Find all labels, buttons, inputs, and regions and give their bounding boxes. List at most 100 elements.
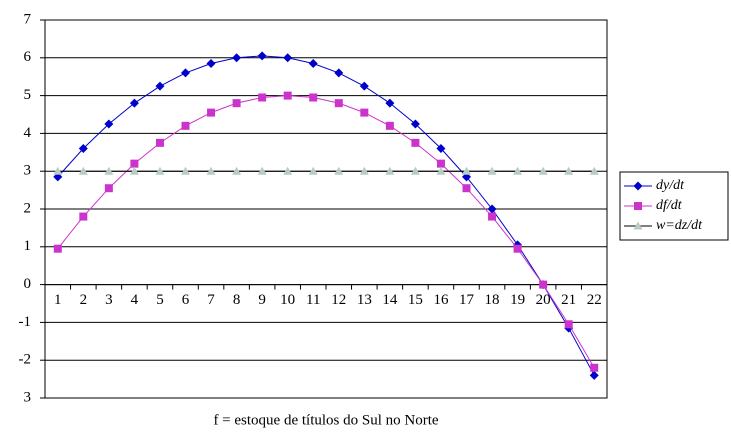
- y-tick-label: 6: [24, 49, 32, 65]
- y-tick-label: 7: [24, 11, 32, 27]
- x-tick-label: 22: [587, 292, 602, 308]
- y-tick-label: -2: [19, 352, 32, 368]
- x-tick-label: 4: [131, 292, 139, 308]
- plot-frame: [44, 19, 608, 399]
- data-point: [513, 244, 522, 253]
- legend-label: dy/dt: [656, 178, 685, 193]
- data-point: [283, 53, 293, 63]
- y-tick-label: -1: [19, 314, 32, 330]
- legend-marker: [633, 181, 643, 191]
- data-point: [308, 166, 318, 175]
- data-point: [487, 166, 497, 175]
- data-point: [385, 121, 394, 130]
- data-point: [590, 363, 599, 372]
- data-point: [104, 119, 114, 129]
- x-tick-label: 12: [331, 292, 346, 308]
- data-point: [155, 81, 165, 91]
- data-point: [564, 166, 574, 175]
- y-tick-label: 5: [24, 87, 32, 103]
- x-tick-label: 13: [357, 292, 372, 308]
- x-tick-label: 6: [182, 292, 190, 308]
- data-point: [410, 119, 420, 129]
- data-point: [488, 212, 497, 221]
- x-tick-label: 2: [80, 292, 88, 308]
- legend-label: df/dt: [656, 198, 683, 213]
- data-point: [334, 99, 343, 108]
- data-point: [359, 81, 369, 91]
- x-tick-label: 1: [54, 292, 62, 308]
- x-tick-label: 8: [233, 292, 241, 308]
- x-axis-label: f = estoque de títulos do Sul no Norte: [213, 412, 438, 428]
- data-point: [104, 166, 114, 175]
- data-point: [206, 58, 216, 68]
- data-point: [564, 320, 573, 329]
- x-tick-label: 14: [382, 292, 398, 308]
- data-point: [206, 166, 216, 175]
- data-point: [283, 91, 292, 100]
- data-point: [538, 166, 548, 175]
- y-tick-label: 3: [24, 163, 32, 179]
- x-tick-label: 18: [485, 292, 500, 308]
- x-tick-label: 21: [561, 292, 576, 308]
- data-point: [487, 204, 497, 214]
- x-tick-label: 5: [156, 292, 164, 308]
- data-point: [129, 166, 139, 175]
- data-point: [129, 98, 139, 108]
- series-line: [57, 95, 595, 369]
- data-point: [283, 166, 293, 175]
- x-tick-label: 3: [105, 292, 113, 308]
- data-point: [155, 138, 164, 147]
- data-point: [104, 184, 113, 193]
- data-point: [436, 159, 445, 168]
- data-point: [78, 144, 88, 154]
- data-point: [257, 51, 267, 61]
- y-tick-label: 4: [24, 125, 32, 141]
- x-tick-label: 10: [280, 292, 295, 308]
- data-point: [155, 166, 165, 175]
- data-point: [462, 184, 471, 193]
- x-tick-label: 20: [536, 292, 551, 308]
- y-tick-label: 2: [24, 200, 32, 216]
- data-point: [232, 99, 241, 108]
- x-tick-label: 15: [408, 292, 423, 308]
- data-point: [207, 108, 216, 117]
- data-point: [334, 166, 344, 175]
- x-tick-label: 9: [258, 292, 266, 308]
- data-point: [410, 166, 420, 175]
- data-point: [589, 166, 599, 175]
- data-point: [258, 93, 267, 102]
- y-tick-label: 3: [24, 389, 32, 405]
- data-point: [513, 166, 523, 175]
- x-tick-label: 19: [510, 292, 525, 308]
- data-point: [257, 166, 267, 175]
- data-point: [436, 166, 446, 175]
- legend-marker: [633, 221, 643, 230]
- data-point: [181, 68, 190, 78]
- legend: dy/dt df/dt w=dz/dt: [619, 171, 729, 241]
- data-point: [181, 121, 190, 130]
- x-tick-label: 11: [306, 292, 320, 308]
- data-point: [359, 166, 369, 175]
- data-point: [385, 98, 395, 108]
- data-point: [130, 159, 139, 168]
- data-point: [308, 58, 318, 68]
- data-point: [385, 166, 395, 175]
- data-point: [53, 166, 63, 175]
- data-point: [232, 166, 242, 175]
- data-point: [539, 280, 548, 289]
- data-point: [79, 212, 88, 221]
- data-point: [462, 166, 471, 175]
- y-tick-label: 0: [24, 276, 32, 292]
- data-point: [78, 166, 88, 175]
- data-point: [360, 108, 369, 117]
- data-point: [589, 370, 599, 380]
- legend-label: w=dz/dt: [656, 218, 703, 233]
- data-point: [436, 144, 446, 154]
- x-tick-label: 7: [207, 292, 215, 308]
- x-tick-label: 16: [433, 292, 449, 308]
- data-point: [334, 68, 344, 78]
- data-point: [411, 138, 420, 147]
- data-point: [181, 166, 190, 175]
- data-point: [309, 93, 318, 102]
